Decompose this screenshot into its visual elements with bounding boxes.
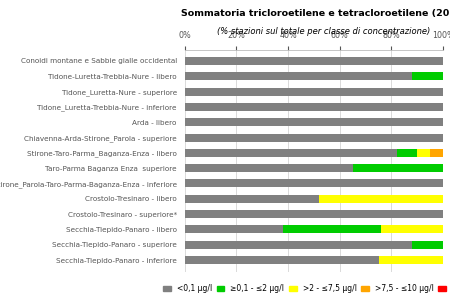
Text: (% stazioni sul totale per classe di concentrazione): (% stazioni sul totale per classe di con… [217, 27, 431, 36]
Bar [283, 225, 381, 233]
Bar [184, 195, 319, 203]
Legend: <0,1 μg/l, ≥0,1 - ≤2 μg/l, >2 - ≤7,5 μg/l, >7,5 - ≤10 μg/l, >10 μg/l: <0,1 μg/l, ≥0,1 - ≤2 μg/l, >2 - ≤7,5 μg/… [163, 284, 450, 293]
Bar [378, 256, 443, 264]
Bar [412, 241, 443, 249]
Bar [184, 149, 397, 157]
Bar [184, 179, 443, 188]
Bar [184, 118, 443, 126]
Bar [184, 256, 378, 264]
Bar [184, 134, 443, 142]
Bar [353, 164, 443, 172]
Bar [381, 225, 443, 233]
Bar [184, 57, 443, 65]
Text: Sommatoria tricloroetilene e tetracloroetilene (2023): Sommatoria tricloroetilene e tetracloroe… [181, 9, 450, 18]
Bar [417, 149, 430, 157]
Bar [319, 195, 443, 203]
Bar [430, 149, 443, 157]
Bar [397, 149, 417, 157]
Bar [184, 225, 283, 233]
Bar [184, 88, 443, 96]
Bar [184, 72, 412, 80]
Bar [412, 72, 443, 80]
Bar [184, 241, 412, 249]
Bar [184, 210, 443, 218]
Bar [184, 103, 443, 111]
Bar [184, 164, 353, 172]
